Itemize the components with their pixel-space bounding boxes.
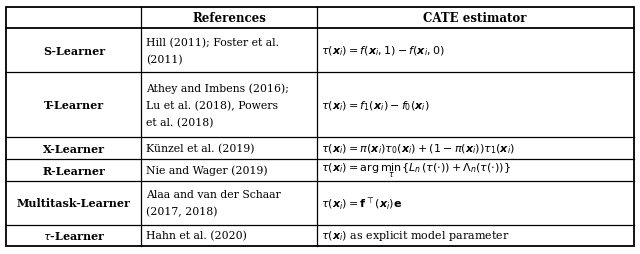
Text: CATE estimator: CATE estimator xyxy=(424,12,527,25)
Text: Athey and Imbens (2016);: Athey and Imbens (2016); xyxy=(146,83,289,94)
Text: et al. (2018): et al. (2018) xyxy=(146,117,213,127)
Text: S-Learner: S-Learner xyxy=(43,45,105,56)
Text: $\tau$-Learner: $\tau$-Learner xyxy=(43,230,105,242)
Text: X-Learner: X-Learner xyxy=(43,143,105,154)
Text: Hill (2011); Foster et al.: Hill (2011); Foster et al. xyxy=(146,37,279,48)
Text: $\tau(\boldsymbol{x}_i) = \mathbf{f}^\top(\boldsymbol{x}_i)\mathbf{e}$: $\tau(\boldsymbol{x}_i) = \mathbf{f}^\to… xyxy=(321,195,403,211)
Text: T-Learner: T-Learner xyxy=(44,100,104,111)
Text: $\tau(\boldsymbol{x}_i) = \arg\min_{\tau} \left\{L_n(\tau(\cdot)) + \Lambda_n(\t: $\tau(\boldsymbol{x}_i) = \arg\min_{\tau… xyxy=(321,161,511,180)
Text: Lu et al. (2018), Powers: Lu et al. (2018), Powers xyxy=(146,100,278,110)
Text: $\tau(\boldsymbol{x}_i) = \pi(\boldsymbol{x}_i)\tau_0(\boldsymbol{x}_i) + (1 - \: $\tau(\boldsymbol{x}_i) = \pi(\boldsymbo… xyxy=(321,142,515,155)
Text: Multitask-Learner: Multitask-Learner xyxy=(17,198,131,209)
Text: Nie and Wager (2019): Nie and Wager (2019) xyxy=(146,165,268,176)
Text: $\tau(\boldsymbol{x}_i) = f_1(\boldsymbol{x}_i) - f_0(\boldsymbol{x}_i)$: $\tau(\boldsymbol{x}_i) = f_1(\boldsymbo… xyxy=(321,99,430,112)
Text: Künzel et al. (2019): Künzel et al. (2019) xyxy=(146,144,254,154)
Text: R-Learner: R-Learner xyxy=(42,165,105,176)
Text: Hahn et al. (2020): Hahn et al. (2020) xyxy=(146,230,246,241)
Text: $\tau(\boldsymbol{x}_i)$ as explicit model parameter: $\tau(\boldsymbol{x}_i)$ as explicit mod… xyxy=(321,229,510,243)
Text: (2017, 2018): (2017, 2018) xyxy=(146,206,217,217)
Text: Alaa and van der Schaar: Alaa and van der Schaar xyxy=(146,189,280,199)
Text: (2011): (2011) xyxy=(146,54,182,65)
Text: References: References xyxy=(192,12,266,25)
Text: $\tau(\boldsymbol{x}_i) = f(\boldsymbol{x}_i, 1) - f(\boldsymbol{x}_i, 0)$: $\tau(\boldsymbol{x}_i) = f(\boldsymbol{… xyxy=(321,44,445,58)
